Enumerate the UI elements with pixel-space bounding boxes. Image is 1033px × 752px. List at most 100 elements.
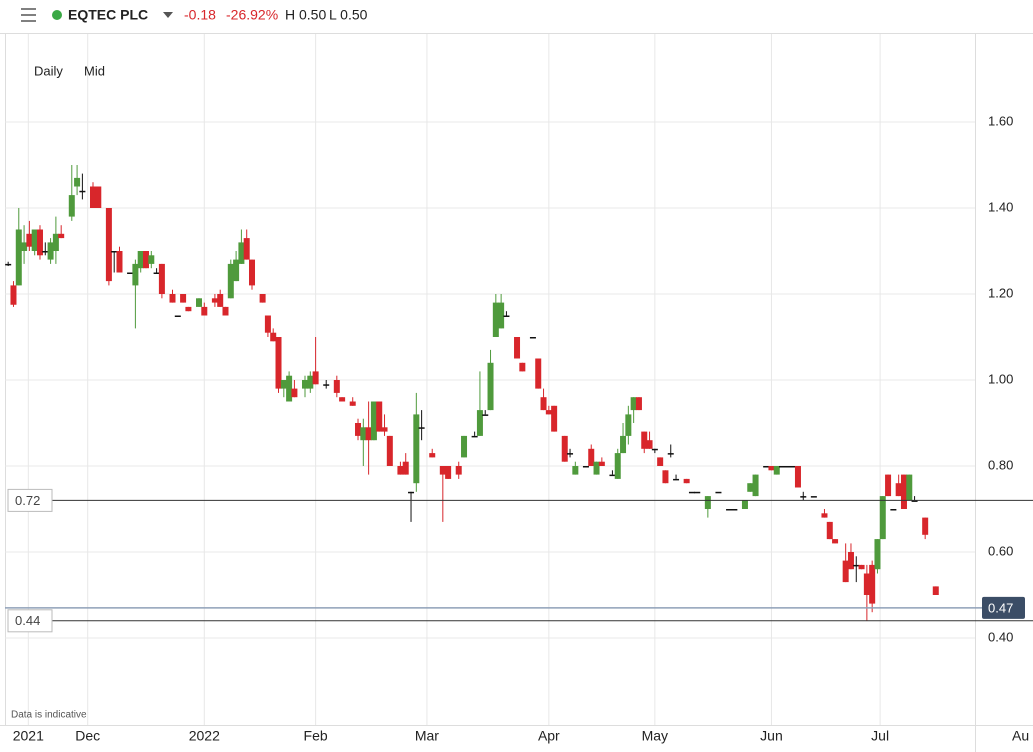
candle-body [355,423,362,436]
x-tick-label: Feb [304,728,328,744]
candle-body [132,263,139,286]
price-change: -0.18 [184,7,216,23]
candle-body [598,461,605,466]
candle-body [704,496,711,509]
candle-body [779,466,786,468]
candle-body [614,453,621,479]
candle-body [858,564,865,570]
dropdown-caret[interactable] [163,12,173,18]
x-tick-label: Dec [75,728,100,744]
candle-body [847,552,854,570]
candle-body [895,483,902,497]
candle-body [715,491,722,494]
candle-body [243,238,250,260]
candle-body [514,337,521,359]
candle-body [47,242,54,260]
candle-body [667,453,674,455]
y-tick-label: 1.00 [988,371,1013,386]
interval-toggle[interactable]: Daily [34,63,63,78]
candle-body [519,362,526,372]
candle-body [741,500,748,509]
candle-body [127,272,134,274]
level-label: 0.44 [15,613,40,628]
candle-body [445,466,452,479]
candle-body [291,388,298,398]
candle-body [476,410,483,436]
x-tick-label: Au [1012,728,1029,744]
candle-body [810,496,817,498]
candle-body [142,251,149,269]
candle-body [694,491,701,494]
candle-body [286,375,293,402]
instrument-name[interactable]: EQTEC PLC [68,7,148,23]
x-tick-label: May [642,728,668,744]
candle-body [900,474,907,509]
candle-body [270,332,277,342]
candle-body [620,435,627,454]
candle-body [74,177,81,187]
candle-body [26,233,33,247]
y-tick-label: 0.60 [988,543,1013,558]
candle-body [365,427,372,441]
candle-body [492,302,499,337]
x-tick-label: 2021 [13,728,44,744]
candle-body [376,401,383,432]
candle-body [657,457,664,466]
x-tick-label: Apr [538,728,560,744]
candle-body [302,380,309,389]
candle-body [609,474,616,477]
candle-body [572,466,579,475]
candle-body [582,466,589,468]
candle-body [588,448,595,466]
candle-body [885,474,892,497]
candle-body [683,478,690,484]
candle-body [79,190,86,193]
menu-icon[interactable] [21,8,36,22]
candle-body [333,380,340,393]
x-tick-label: Mar [415,728,439,744]
candle-body [174,315,181,317]
candle-body [461,435,468,458]
candle-body [821,513,828,518]
candle-body [662,470,669,484]
candle-body [386,435,393,466]
candle-body [402,461,409,475]
candle-body [863,573,870,595]
candle-body [471,435,478,438]
candle-body [370,401,377,441]
candle-body [180,294,187,303]
price-type-toggle[interactable]: Mid [84,63,105,78]
candle-body [323,384,330,386]
y-tick-label: 1.20 [988,285,1013,300]
candle-body [641,431,648,449]
candle-body [307,375,314,389]
candle-body [651,448,658,451]
candle-body [201,306,208,316]
candle-body [439,466,446,475]
candle-body [498,302,505,329]
candle-body [561,435,568,462]
day-high: H 0.50 [285,7,326,23]
candle-body [842,560,849,583]
candle-body [593,461,600,475]
candle-body [68,195,75,217]
candle-body [158,263,165,294]
candle-body [853,564,860,567]
candle-body [36,229,43,256]
y-tick-label: 1.60 [988,113,1013,128]
candle-body [879,496,886,540]
candle-body [625,414,632,436]
footnote: Data is indicative [11,710,87,721]
candle-body [906,474,913,501]
candle-body [922,517,929,535]
candle-body [275,337,282,389]
candle-body [768,466,775,471]
candle-body [832,539,839,544]
candle-body [185,306,192,312]
candle-body [31,229,38,251]
candle-body [217,294,224,307]
candle-body [932,586,939,595]
candle-body [105,208,112,282]
